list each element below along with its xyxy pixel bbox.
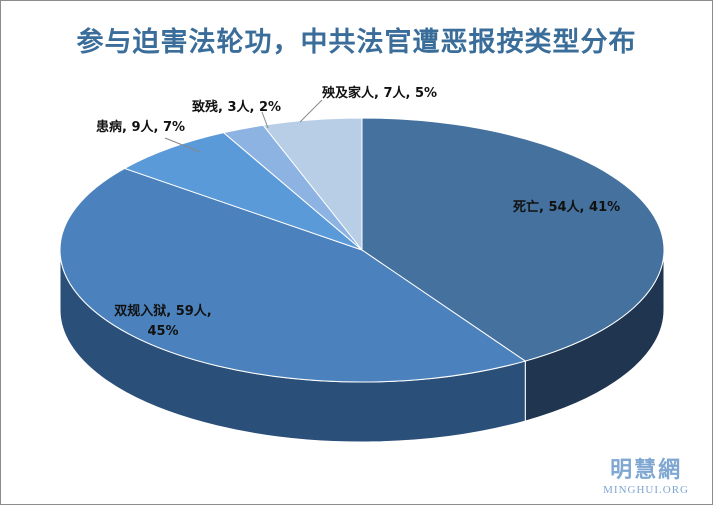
leader-line (261, 111, 269, 129)
leader-line (164, 137, 201, 153)
pie-slice (59, 167, 527, 383)
pie-slice (361, 117, 665, 362)
leader-line (299, 99, 323, 123)
data-label: 殃及家人, 7人, 5% (322, 86, 438, 101)
logo-site: MINGHUI.ORG (603, 484, 689, 496)
chart-title: 参与迫害法轮功，中共法官遭恶报按类型分布 (76, 27, 637, 58)
data-label: 双规入狱, 59人, 45% (114, 304, 212, 339)
logo: 明慧網 MINGHUI.ORG (603, 452, 689, 496)
data-label: 死亡, 54人, 41% (513, 200, 621, 215)
logo-name: 明慧網 (610, 458, 683, 483)
pie-slice (123, 132, 363, 251)
data-label: 患病, 9人, 7% (96, 120, 186, 135)
data-label: 致残, 3人, 2% (192, 100, 282, 115)
pie-slice (262, 117, 363, 252)
